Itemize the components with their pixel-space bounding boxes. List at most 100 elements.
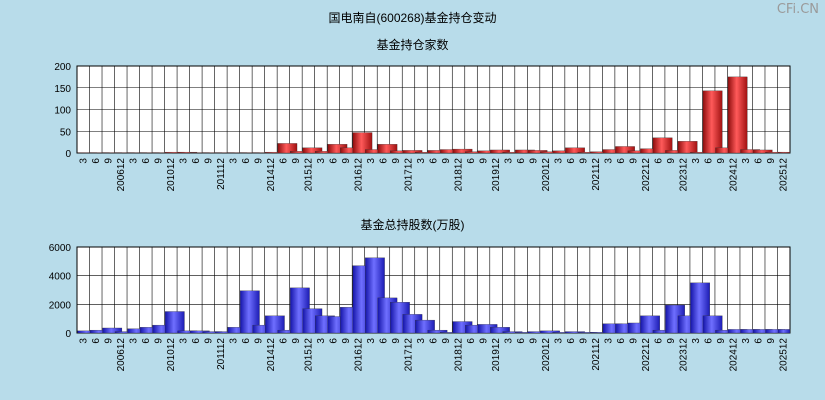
- shares-x-tick-label: 6: [278, 338, 289, 344]
- count-x-tick-label: 9: [291, 158, 302, 164]
- shares-x-tick-label: 6: [466, 338, 477, 344]
- count-x-tick-label: 6: [616, 158, 627, 164]
- shares-x-tick-label: 3: [604, 338, 615, 344]
- shares-x-tick-label: 3: [741, 338, 752, 344]
- count-bar: [302, 147, 323, 154]
- chart-title-fund-shares: 基金总持股数(万股): [360, 218, 465, 232]
- page-title: 国电南自(600268)基金持仓变动: [328, 11, 497, 25]
- count-x-tick-label: 3: [128, 158, 139, 164]
- count-x-tick-label: 201612: [353, 158, 364, 192]
- count-x-tick-label: 3: [316, 158, 327, 164]
- count-x-tick-label: 3: [178, 158, 189, 164]
- count-bar: [615, 146, 635, 154]
- shares-y-tick-label: 2000: [49, 300, 72, 311]
- shares-x-tick-label: 3: [178, 338, 189, 344]
- count-x-tick-label: 6: [654, 158, 665, 164]
- count-x-tick-label: 201112: [216, 158, 227, 190]
- shares-x-tick-label: 9: [579, 338, 590, 344]
- count-x-tick-label: 9: [341, 158, 352, 164]
- shares-bar: [164, 311, 185, 334]
- shares-x-tick-label: 6: [91, 338, 102, 344]
- shares-x-tick-label: 202312: [679, 338, 690, 372]
- count-x-tick-label: 3: [78, 158, 89, 164]
- shares-x-tick-label: 9: [666, 338, 677, 344]
- count-x-tick-label: 6: [566, 158, 577, 164]
- count-x-tick-label: 202312: [679, 158, 690, 192]
- count-x-tick-label: 9: [629, 158, 640, 164]
- shares-x-tick-label: 201512: [303, 338, 314, 372]
- count-x-tick-label: 3: [228, 158, 239, 164]
- count-x-tick-label: 6: [91, 158, 102, 164]
- count-x-tick-label: 6: [429, 158, 440, 164]
- count-bar: [377, 144, 398, 154]
- count-x-tick-label: 202112: [591, 158, 602, 191]
- count-x-tick-label: 9: [441, 158, 452, 164]
- count-x-tick-label: 9: [529, 158, 540, 164]
- count-x-tick-label: 202212: [641, 158, 652, 192]
- chart-title-fund-count: 基金持仓家数: [376, 38, 449, 52]
- count-bar: [727, 76, 748, 154]
- shares-x-tick-label: 6: [616, 338, 627, 344]
- shares-bar: [640, 315, 660, 334]
- shares-x-tick-label: 6: [241, 338, 252, 344]
- shares-bar: [102, 327, 123, 334]
- shares-x-tick-label: 6: [191, 338, 202, 344]
- shares-x-tick-label: 9: [529, 338, 540, 344]
- count-x-tick-label: 6: [278, 158, 289, 164]
- count-x-tick-label: 6: [704, 158, 715, 164]
- shares-x-tick-label: 6: [566, 338, 577, 344]
- shares-x-tick-label: 9: [629, 338, 640, 344]
- count-x-tick-label: 6: [241, 158, 252, 164]
- count-x-tick-label: 9: [203, 158, 214, 164]
- count-x-tick-label: 3: [416, 158, 427, 164]
- count-x-tick-label: 202012: [541, 158, 552, 192]
- count-x-tick-label: 6: [754, 158, 765, 164]
- shares-x-tick-label: 201812: [454, 338, 465, 372]
- count-x-tick-label: 6: [328, 158, 339, 164]
- count-x-tick-label: 9: [666, 158, 677, 164]
- shares-x-tick-label: 3: [504, 338, 515, 344]
- shares-x-tick-label: 9: [766, 338, 777, 344]
- count-x-tick-label: 9: [479, 158, 490, 164]
- count-x-tick-label: 3: [366, 158, 377, 164]
- count-x-tick-label: 201512: [303, 158, 314, 192]
- count-bar: [402, 150, 423, 154]
- shares-x-tick-label: 9: [253, 338, 264, 344]
- count-x-tick-label: 201012: [166, 158, 177, 192]
- count-bar: [777, 151, 791, 154]
- count-x-tick-label: 202412: [729, 158, 740, 192]
- count-x-tick-label: 3: [741, 158, 752, 164]
- shares-x-tick-label: 201012: [166, 338, 177, 372]
- count-bar: [752, 149, 773, 154]
- shares-x-tick-label: 9: [153, 338, 164, 344]
- count-bar: [452, 148, 473, 154]
- watermark-logo: CFi.CN: [776, 2, 819, 17]
- count-x-tick-label: 201712: [403, 158, 414, 192]
- count-x-tick-label: 6: [378, 158, 389, 164]
- count-y-tick-label: 0: [65, 149, 71, 160]
- shares-x-tick-label: 202212: [641, 338, 652, 372]
- shares-x-tick-label: 3: [416, 338, 427, 344]
- count-bar: [702, 90, 723, 154]
- shares-x-tick-label: 6: [378, 338, 389, 344]
- shares-x-tick-label: 9: [341, 338, 352, 344]
- shares-x-tick-label: 202412: [729, 338, 740, 372]
- shares-x-tick-label: 9: [479, 338, 490, 344]
- count-x-tick-label: 9: [253, 158, 264, 164]
- shares-x-tick-label: 6: [328, 338, 339, 344]
- count-bar: [277, 143, 298, 154]
- shares-x-tick-label: 3: [128, 338, 139, 344]
- shares-x-tick-label: 9: [103, 338, 114, 344]
- shares-x-tick-label: 3: [366, 338, 377, 344]
- shares-x-tick-label: 202012: [541, 338, 552, 372]
- shares-bar: [415, 319, 435, 334]
- shares-x-tick-label: 6: [754, 338, 765, 344]
- shares-x-tick-label: 201112: [216, 338, 227, 370]
- count-bar: [677, 141, 698, 154]
- shares-x-tick-label: 202112: [591, 338, 602, 371]
- shares-x-tick-label: 6: [704, 338, 715, 344]
- shares-x-tick-label: 3: [316, 338, 327, 344]
- shares-y-tick-label: 6000: [49, 243, 72, 254]
